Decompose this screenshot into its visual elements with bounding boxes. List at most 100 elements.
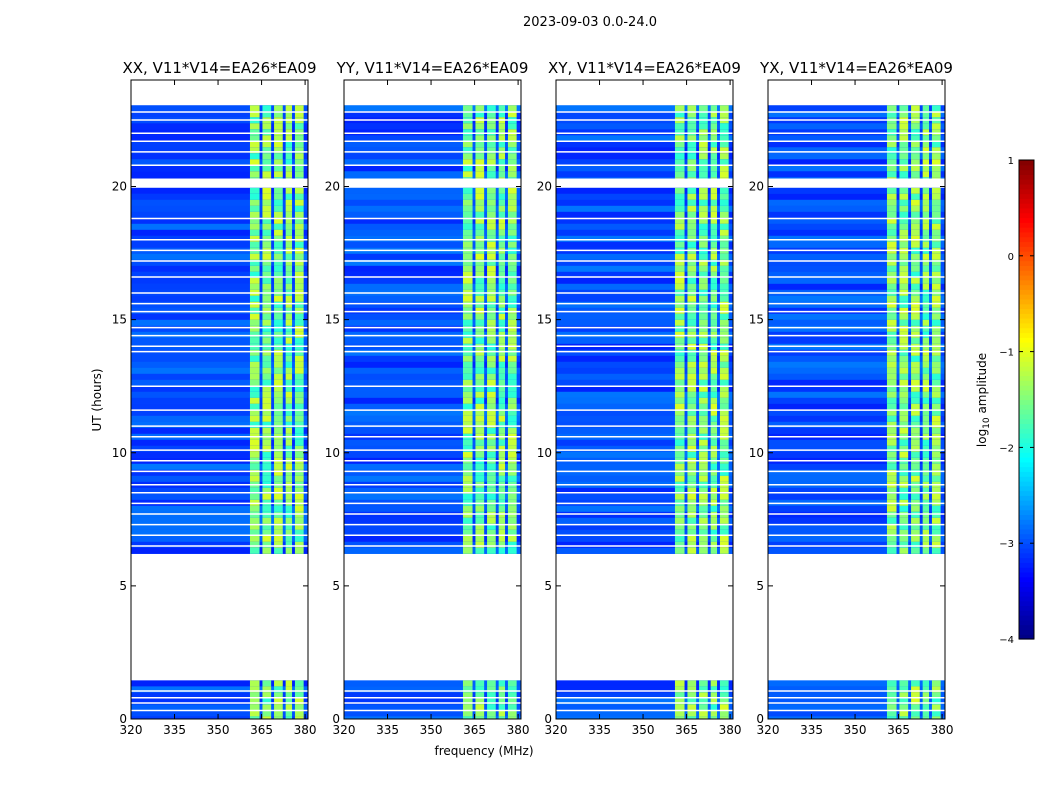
band-cell <box>462 307 473 314</box>
band-cell <box>710 698 718 705</box>
noise-row <box>344 159 521 166</box>
band-cell <box>931 217 941 224</box>
band-cell <box>249 403 260 410</box>
band-cell <box>710 307 718 314</box>
band-cell <box>899 177 909 179</box>
colorbar-segment <box>1019 370 1034 377</box>
noise-row <box>768 199 945 206</box>
band-cell <box>710 187 718 194</box>
band-cell <box>674 710 685 717</box>
band-cell <box>911 325 920 332</box>
band-cell <box>710 265 718 272</box>
band-cell <box>719 241 729 248</box>
noise-row <box>556 427 733 434</box>
band-cell <box>249 409 260 416</box>
band-cell <box>922 385 930 392</box>
band-cell <box>462 223 473 230</box>
band-cell <box>498 680 506 687</box>
band-cell <box>475 187 485 194</box>
band-cell <box>911 439 920 446</box>
band-cell <box>249 259 260 266</box>
band-cell <box>498 265 506 272</box>
band-cell <box>911 511 920 518</box>
band-cell <box>911 223 920 230</box>
band-cell <box>674 123 685 130</box>
band-cell <box>274 205 283 212</box>
band-cell <box>886 129 897 136</box>
band-cell <box>719 415 729 422</box>
band-cell <box>274 361 283 368</box>
band-cell <box>674 409 685 416</box>
band-cell <box>687 129 697 136</box>
band-cell <box>719 171 729 178</box>
noise-row <box>768 187 945 194</box>
band-cell <box>687 337 697 344</box>
noise-row <box>556 159 733 166</box>
band-cell <box>274 547 283 554</box>
band-cell <box>886 177 897 179</box>
band-cell <box>262 475 272 482</box>
noise-row <box>768 427 945 434</box>
band-cell <box>922 469 930 476</box>
band-cell <box>249 541 260 548</box>
band-cell <box>274 165 283 172</box>
band-cell <box>687 698 697 705</box>
band-cell <box>285 253 293 260</box>
band-cell <box>922 445 930 452</box>
band-cell <box>699 193 708 200</box>
band-cell <box>911 159 920 166</box>
band-cell <box>719 439 729 446</box>
band-cell <box>285 171 293 178</box>
band-cell <box>294 379 304 386</box>
band-cell <box>274 529 283 536</box>
band-cell <box>274 692 283 699</box>
band-cell <box>475 129 485 136</box>
band-cell <box>285 135 293 142</box>
band-cell <box>710 235 718 242</box>
colorbar-segment <box>1019 456 1034 463</box>
band-cell <box>462 283 473 290</box>
band-cell <box>674 686 685 693</box>
band-cell <box>475 277 485 284</box>
colorbar-segment <box>1019 500 1034 506</box>
band-cell <box>710 361 718 368</box>
band-cell <box>719 147 729 154</box>
noise-row <box>768 698 945 705</box>
band-cell <box>498 367 506 374</box>
noise-row <box>344 283 521 290</box>
band-cell <box>462 265 473 272</box>
y-tick-label: 10 <box>112 446 127 460</box>
band-cell <box>507 265 517 272</box>
band-cell <box>886 135 897 142</box>
band-cell <box>249 716 260 719</box>
band-cell <box>899 547 909 554</box>
band-cell <box>710 463 718 470</box>
band-cell <box>699 277 708 284</box>
band-cell <box>294 361 304 368</box>
band-cell <box>699 177 708 179</box>
noise-row <box>768 529 945 536</box>
band-cell <box>262 686 272 693</box>
band-cell <box>931 469 941 476</box>
band-cell <box>710 331 718 338</box>
band-cell <box>262 313 272 320</box>
band-cell <box>687 517 697 524</box>
band-cell <box>249 223 260 230</box>
band-cell <box>911 421 920 428</box>
noise-row <box>344 421 521 428</box>
band-cell <box>886 355 897 362</box>
band-cell <box>274 475 283 482</box>
band-cell <box>462 123 473 130</box>
band-cell <box>498 421 506 428</box>
band-cell <box>507 223 517 230</box>
noise-row <box>768 159 945 166</box>
band-cell <box>285 325 293 332</box>
band-cell <box>249 505 260 512</box>
noise-row <box>131 205 308 212</box>
band-cell <box>699 355 708 362</box>
colorbar-label: log10 amplitude <box>975 353 992 447</box>
band-cell <box>507 469 517 476</box>
band-cell <box>931 421 941 428</box>
band-cell <box>719 541 729 548</box>
band-cell <box>294 445 304 452</box>
